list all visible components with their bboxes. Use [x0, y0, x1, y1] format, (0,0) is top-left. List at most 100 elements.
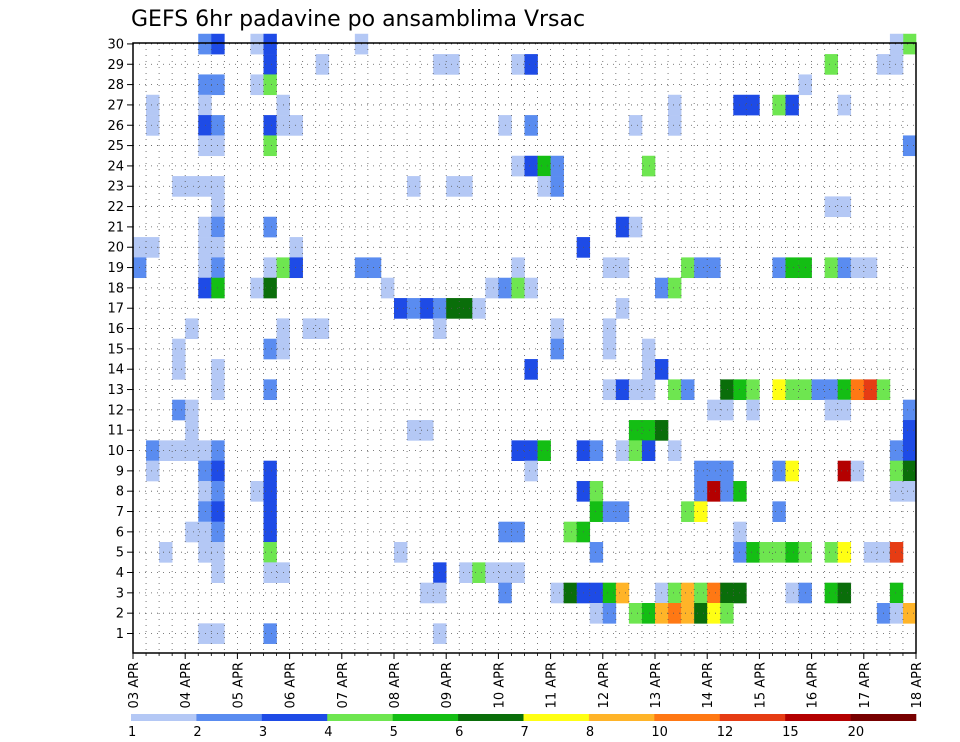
- heatmap-cell: [628, 216, 643, 238]
- heatmap-cell: [159, 542, 173, 563]
- x-tick-label: 16 APR: [806, 662, 821, 708]
- heatmap-cell: [524, 54, 538, 75]
- heatmap-cell: [837, 582, 852, 604]
- heatmap-cell: [263, 338, 277, 360]
- x-tick-label: 13 APR: [649, 662, 664, 708]
- heatmap-cell: [694, 481, 708, 502]
- heatmap-cell: [707, 582, 721, 604]
- heatmap-cell: [146, 460, 160, 482]
- heatmap-cell: [511, 562, 525, 583]
- heatmap-cell: [785, 379, 799, 401]
- y-tick-label: 3: [116, 586, 124, 601]
- colorbar-swatch: [261, 714, 328, 721]
- colorbar-swatch: [131, 714, 197, 721]
- heatmap-cell: [407, 420, 421, 441]
- y-tick-label: 6: [116, 525, 124, 540]
- heatmap-cell: [863, 257, 878, 279]
- heatmap-cell: [602, 582, 617, 604]
- heatmap-cell: [668, 115, 682, 136]
- heatmap-cell: [315, 318, 330, 340]
- heatmap-cell: [563, 582, 577, 604]
- heatmap-cell: [524, 440, 538, 461]
- heatmap-cell: [850, 460, 865, 482]
- colorbar-label: 7: [521, 725, 529, 740]
- heatmap-cell: [694, 501, 708, 522]
- heatmap-cell: [485, 562, 499, 583]
- x-tick-label: 15 APR: [753, 662, 768, 708]
- y-tick-label: 11: [107, 424, 124, 439]
- x-tick-label: 10 APR: [492, 662, 507, 708]
- heatmap-cell: [185, 399, 199, 421]
- heatmap-cell: [628, 115, 643, 136]
- heatmap-cell: [459, 562, 473, 583]
- heatmap-cell: [263, 115, 277, 136]
- heatmap-cell: [198, 542, 212, 563]
- y-tick-label: 7: [116, 505, 124, 520]
- heatmap-cell: [420, 582, 434, 604]
- heatmap-cell: [446, 298, 460, 319]
- colorbar-label: 12: [717, 725, 734, 740]
- heatmap-cell: [694, 582, 708, 604]
- heatmap-cell: [902, 135, 917, 157]
- heatmap-cell: [198, 481, 212, 502]
- heatmap-cell: [172, 440, 186, 461]
- heatmap-cell: [889, 440, 904, 461]
- heatmap-cell: [198, 277, 212, 299]
- heatmap-cell: [446, 54, 460, 75]
- heatmap-cell: [302, 318, 316, 340]
- heatmap-cell: [668, 582, 682, 604]
- x-tick-label: 08 APR: [388, 662, 403, 708]
- heatmap-cell: [537, 440, 551, 461]
- colorbar-label: 10: [651, 725, 668, 740]
- y-tick-label: 29: [107, 58, 124, 73]
- heatmap-cell: [902, 603, 917, 624]
- heatmap-cell: [185, 176, 199, 197]
- heatmap-cell: [785, 94, 799, 116]
- heatmap-cell: [407, 298, 421, 319]
- heatmap-cell: [720, 399, 734, 421]
- heatmap-cell: [459, 176, 473, 197]
- heatmap-cell: [746, 94, 760, 116]
- heatmap-cell: [263, 379, 277, 401]
- heatmap-cell: [902, 420, 917, 441]
- heatmap-cell: [263, 542, 277, 563]
- heatmap-cell: [681, 603, 695, 624]
- heatmap-cell: [889, 54, 904, 75]
- heatmap-cell: [263, 74, 277, 96]
- heatmap-cell: [511, 440, 525, 461]
- x-tick-label: 17 APR: [858, 662, 873, 708]
- heatmap-cell: [263, 135, 277, 157]
- heatmap-cell: [263, 521, 277, 543]
- colorbar: 1 2 3 4 5 6 7 8 10 12 15 20: [128, 714, 917, 740]
- heatmap-cell: [615, 379, 630, 401]
- heatmap-cell: [668, 94, 682, 116]
- y-tick-label: 18: [107, 281, 124, 296]
- y-tick-label: 21: [107, 220, 124, 235]
- heatmap-cell: [394, 542, 408, 563]
- heatmap-cell: [511, 257, 525, 279]
- heatmap-cells: [133, 33, 917, 644]
- heatmap-cell: [263, 216, 277, 238]
- heatmap-cell: [263, 623, 277, 644]
- heatmap-cell: [511, 54, 525, 75]
- heatmap-cell: [250, 277, 264, 299]
- heatmap-cell: [172, 338, 186, 360]
- heatmap-cell: [681, 501, 695, 522]
- heatmap-cell: [172, 359, 186, 380]
- y-tick-label: 13: [107, 383, 124, 398]
- heatmap-cell: [681, 257, 695, 279]
- heatmap-cell: [720, 460, 734, 482]
- heatmap-cell: [668, 379, 682, 401]
- y-tick-label: 19: [107, 261, 124, 276]
- heatmap-cell: [550, 318, 564, 340]
- heatmap-cell: [446, 176, 460, 197]
- heatmap-cell: [824, 582, 838, 604]
- heatmap-cell: [250, 33, 264, 55]
- heatmap-cell: [837, 460, 852, 482]
- heatmap-cell: [772, 94, 786, 116]
- heatmap-cell: [850, 379, 865, 401]
- heatmap-cell: [172, 399, 186, 421]
- heatmap-cell: [524, 460, 538, 482]
- heatmap-cell: [628, 420, 643, 441]
- heatmap-cell: [589, 440, 604, 461]
